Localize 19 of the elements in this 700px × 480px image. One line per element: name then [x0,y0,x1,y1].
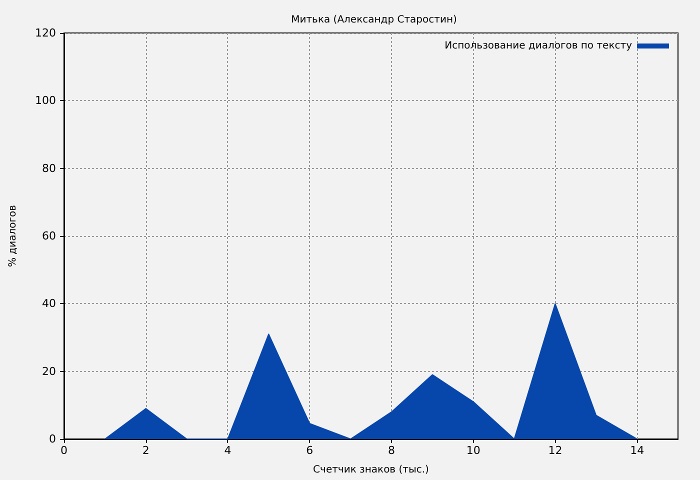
x-tick-label: 6 [306,444,314,457]
x-tick-label: 0 [60,444,68,457]
y-tick-label: 120 [35,26,56,40]
x-tick-label: 2 [142,444,150,457]
y-tick-label: 80 [42,162,56,175]
y-tick-label: 20 [42,364,56,378]
x-tick-label: 10 [466,444,480,457]
y-tick-label: 60 [42,230,56,242]
chart-title: Митька (Александр Старостин) [291,14,457,26]
y-tick-label: 0 [49,432,56,446]
y-tick-label: 40 [42,297,56,310]
x-axis-title: Счетчик знаков (тыс.) [313,464,430,476]
y-tick-label: 100 [35,94,56,108]
x-tick-label: 14 [630,444,644,457]
x-tick-label: 12 [548,444,562,457]
x-tick-label: 4 [224,444,232,457]
x-tick-label: 8 [388,444,395,457]
legend-label: Использование диалогов по тексту [444,40,632,52]
y-axis-title: % диалогов [8,204,18,267]
